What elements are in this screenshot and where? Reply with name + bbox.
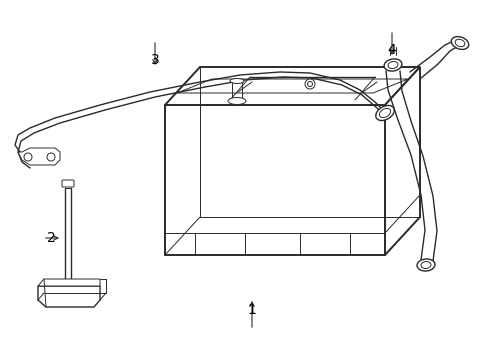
Polygon shape xyxy=(177,79,407,93)
Ellipse shape xyxy=(450,37,468,49)
Text: 4: 4 xyxy=(387,43,396,57)
Ellipse shape xyxy=(227,98,245,104)
Polygon shape xyxy=(164,67,419,105)
Ellipse shape xyxy=(416,259,434,271)
Ellipse shape xyxy=(454,39,464,47)
Circle shape xyxy=(24,153,32,161)
Ellipse shape xyxy=(420,261,430,269)
Polygon shape xyxy=(38,286,100,307)
Ellipse shape xyxy=(383,59,401,71)
Circle shape xyxy=(307,81,312,86)
Ellipse shape xyxy=(375,105,393,121)
Text: 2: 2 xyxy=(46,231,55,245)
Circle shape xyxy=(47,153,55,161)
Circle shape xyxy=(305,79,314,89)
Polygon shape xyxy=(164,105,384,255)
Ellipse shape xyxy=(387,62,397,68)
Text: 3: 3 xyxy=(150,53,159,67)
Text: 1: 1 xyxy=(247,303,256,317)
Ellipse shape xyxy=(379,108,390,118)
Polygon shape xyxy=(38,279,100,286)
FancyBboxPatch shape xyxy=(62,180,74,187)
Ellipse shape xyxy=(229,78,244,84)
Polygon shape xyxy=(384,67,419,255)
Polygon shape xyxy=(18,148,60,165)
